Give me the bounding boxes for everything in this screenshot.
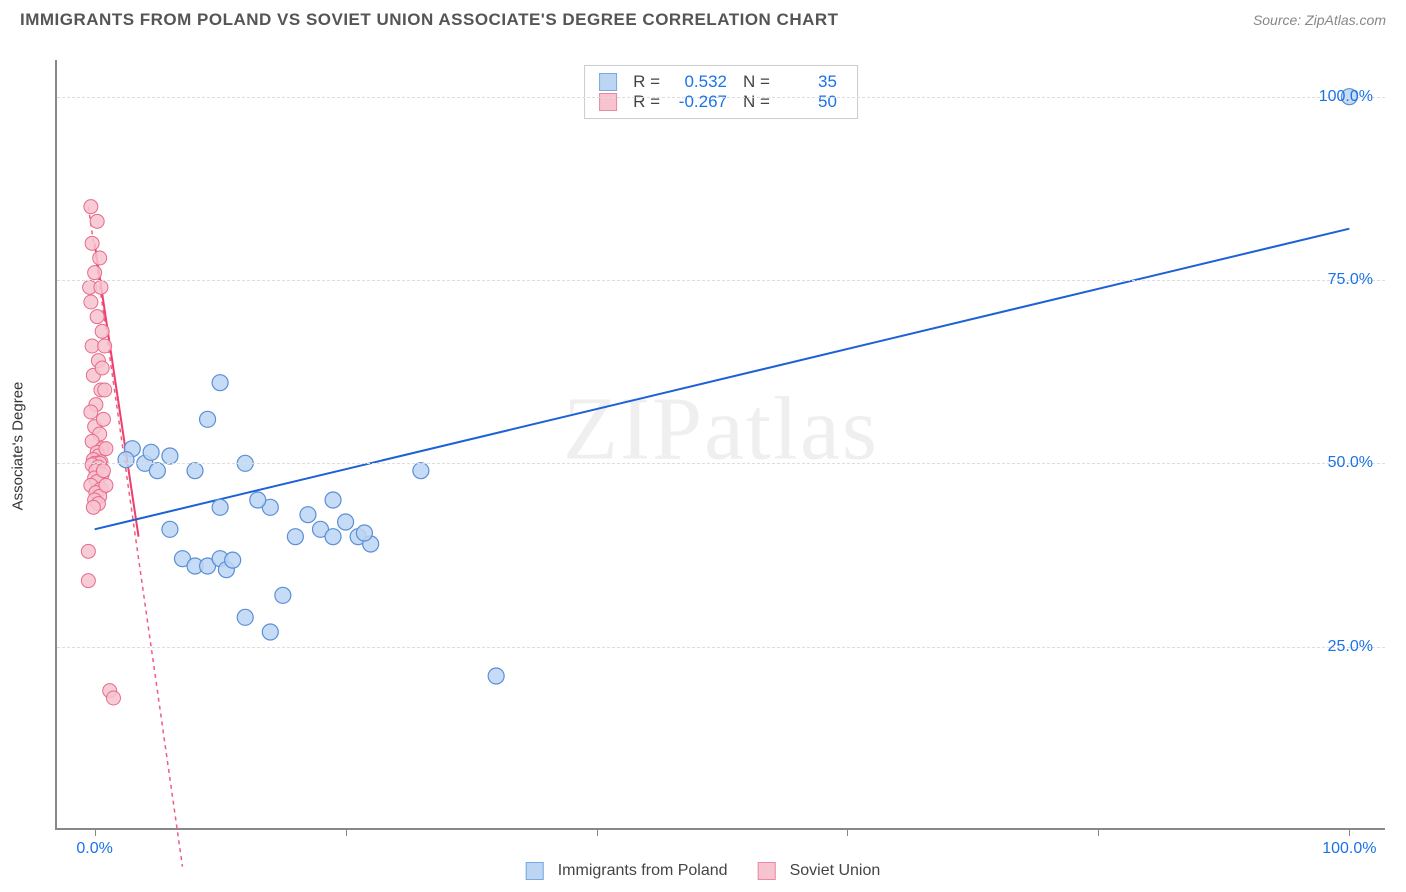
y-axis-title: Associate's Degree xyxy=(10,382,27,511)
gridline-h xyxy=(57,280,1385,281)
point-poland xyxy=(325,492,341,508)
y-tick-label: 75.0% xyxy=(1328,271,1373,289)
legend-item-soviet: Soviet Union xyxy=(758,862,881,880)
point-poland xyxy=(262,624,278,640)
point-soviet xyxy=(81,574,95,588)
x-tick-label: 100.0% xyxy=(1322,840,1376,858)
point-poland xyxy=(200,411,216,427)
x-tick-label: 0.0% xyxy=(76,840,112,858)
point-poland xyxy=(118,452,134,468)
legend-label-poland: Immigrants from Poland xyxy=(558,862,728,880)
gridline-h xyxy=(57,97,1385,98)
point-soviet xyxy=(96,464,110,478)
y-tick-label: 25.0% xyxy=(1328,638,1373,656)
point-poland xyxy=(338,514,354,530)
point-poland xyxy=(187,463,203,479)
point-poland xyxy=(287,529,303,545)
point-poland xyxy=(356,525,372,541)
point-poland xyxy=(300,507,316,523)
point-soviet xyxy=(95,361,109,375)
point-soviet xyxy=(93,251,107,265)
legend-swatch-poland xyxy=(526,862,544,880)
gridline-h xyxy=(57,463,1385,464)
point-soviet xyxy=(99,442,113,456)
point-poland xyxy=(225,552,241,568)
point-soviet xyxy=(94,280,108,294)
point-soviet xyxy=(99,478,113,492)
chart-title: IMMIGRANTS FROM POLAND VS SOVIET UNION A… xyxy=(20,10,839,30)
point-poland xyxy=(275,587,291,603)
chart-plot-area: ZIPatlas R = 0.532 N = 35 R = -0.267 N =… xyxy=(55,60,1385,830)
point-soviet xyxy=(85,339,99,353)
point-poland xyxy=(162,448,178,464)
point-soviet xyxy=(84,200,98,214)
point-soviet xyxy=(81,544,95,558)
point-poland xyxy=(212,375,228,391)
y-tick-label: 100.0% xyxy=(1319,88,1373,106)
point-poland xyxy=(149,463,165,479)
point-poland xyxy=(162,521,178,537)
x-tick xyxy=(1098,828,1099,836)
x-tick xyxy=(95,828,96,836)
point-soviet xyxy=(90,214,104,228)
legend-item-poland: Immigrants from Poland xyxy=(526,862,728,880)
point-soviet xyxy=(84,295,98,309)
legend-label-soviet: Soviet Union xyxy=(790,862,881,880)
trendline-poland xyxy=(95,229,1350,530)
gridline-h xyxy=(57,647,1385,648)
point-poland xyxy=(237,609,253,625)
plot-svg xyxy=(57,60,1385,828)
point-poland xyxy=(325,529,341,545)
legend-swatch-soviet xyxy=(758,862,776,880)
point-soviet xyxy=(95,324,109,338)
bottom-legend: Immigrants from Poland Soviet Union xyxy=(526,862,881,880)
point-soviet xyxy=(96,412,110,426)
point-poland xyxy=(250,492,266,508)
point-poland xyxy=(413,463,429,479)
point-soviet xyxy=(106,691,120,705)
x-tick xyxy=(1349,828,1350,836)
point-soviet xyxy=(86,500,100,514)
point-soviet xyxy=(84,405,98,419)
point-soviet xyxy=(85,236,99,250)
point-poland xyxy=(143,444,159,460)
point-soviet xyxy=(88,266,102,280)
point-soviet xyxy=(90,310,104,324)
x-tick xyxy=(597,828,598,836)
y-tick-label: 50.0% xyxy=(1328,454,1373,472)
point-soviet xyxy=(98,339,112,353)
x-tick xyxy=(847,828,848,836)
point-poland xyxy=(212,499,228,515)
point-soviet xyxy=(98,383,112,397)
chart-source: Source: ZipAtlas.com xyxy=(1253,12,1386,28)
chart-header: IMMIGRANTS FROM POLAND VS SOVIET UNION A… xyxy=(0,0,1406,35)
x-tick xyxy=(346,828,347,836)
point-poland xyxy=(488,668,504,684)
